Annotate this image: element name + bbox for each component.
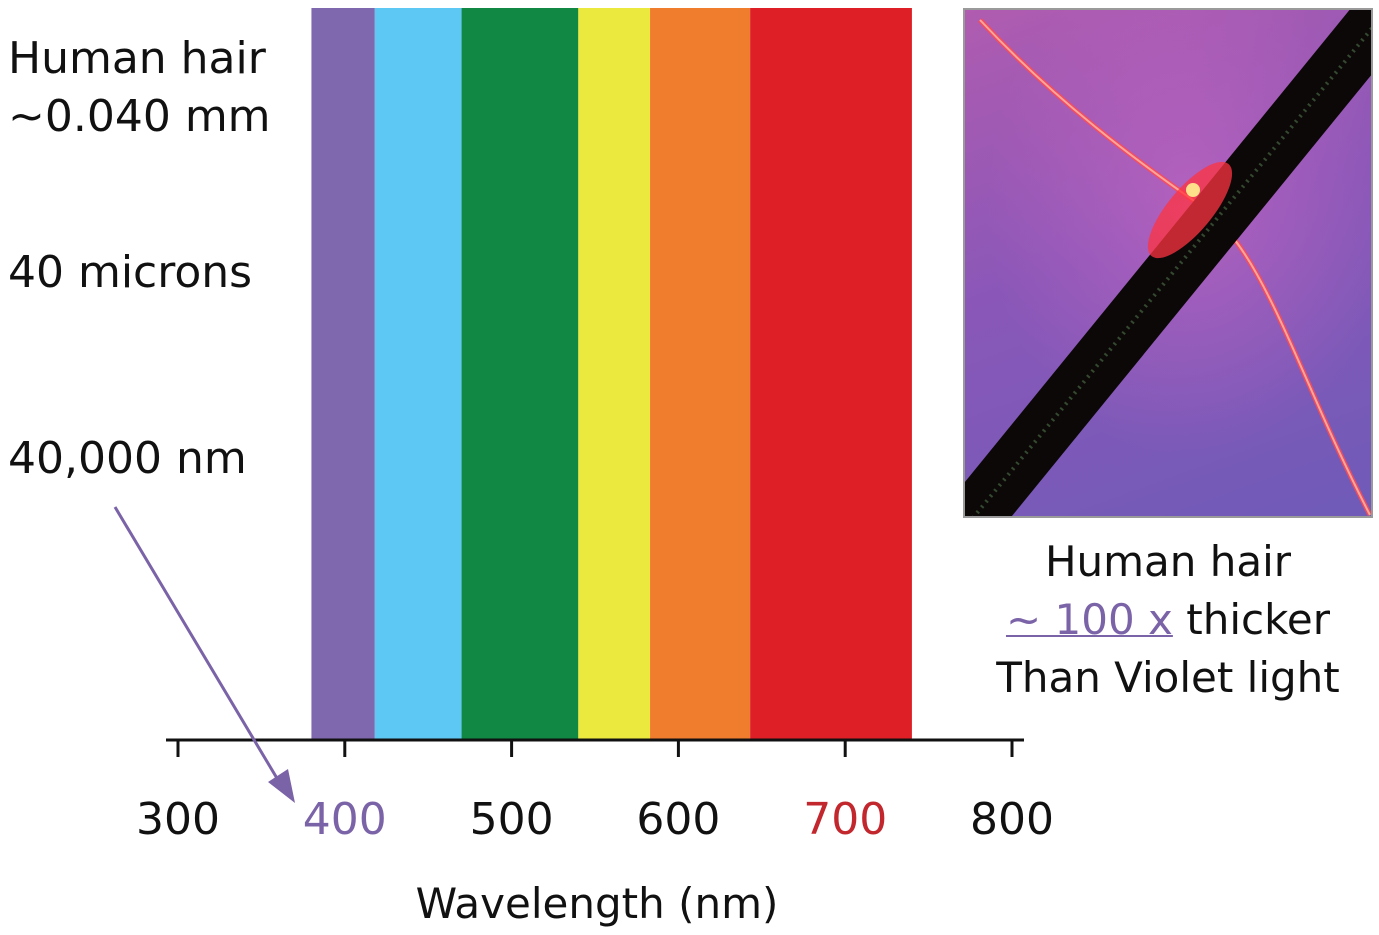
- band-blue: [374, 8, 462, 740]
- axis-title: Wavelength (nm): [415, 879, 779, 928]
- caption-line-3: Than Violet light: [996, 653, 1340, 702]
- caption-thicker: thicker: [1172, 595, 1331, 644]
- tick-label-500: 500: [470, 794, 554, 845]
- band-green: [461, 8, 579, 740]
- hair-photo-image: [965, 10, 1371, 516]
- hair-photo: [963, 8, 1373, 518]
- caption-line-1: Human hair: [1044, 537, 1292, 586]
- tick-label-700: 700: [803, 794, 887, 845]
- tick-label-400: 400: [303, 794, 387, 845]
- tick-label-300: 300: [136, 794, 220, 845]
- band-violet: [311, 8, 375, 740]
- arrow-shaft: [113, 506, 283, 786]
- tick-label-600: 600: [636, 794, 720, 845]
- band-red: [750, 8, 912, 740]
- thickness-ratio: ~ 100 x: [1005, 595, 1173, 644]
- band-orange: [650, 8, 751, 740]
- hair-size-nm: 40,000 nm: [8, 433, 247, 484]
- tick-labels: 300 400 500 600 700 800: [136, 794, 1054, 845]
- hair-size-microns: 40 microns: [8, 247, 253, 298]
- pointer-arrow: [113, 506, 295, 803]
- band-yellow: [578, 8, 651, 740]
- hair-size-mm: ~0.040 mm: [8, 91, 271, 142]
- hair-label: Human hair: [8, 33, 266, 84]
- tick-label-800: 800: [970, 794, 1054, 845]
- wavelength-axis: [166, 738, 1024, 757]
- caption-line-2: ~ 100 x thicker: [978, 591, 1358, 649]
- arrow-head: [268, 769, 295, 803]
- spectrum-bands: [311, 8, 912, 740]
